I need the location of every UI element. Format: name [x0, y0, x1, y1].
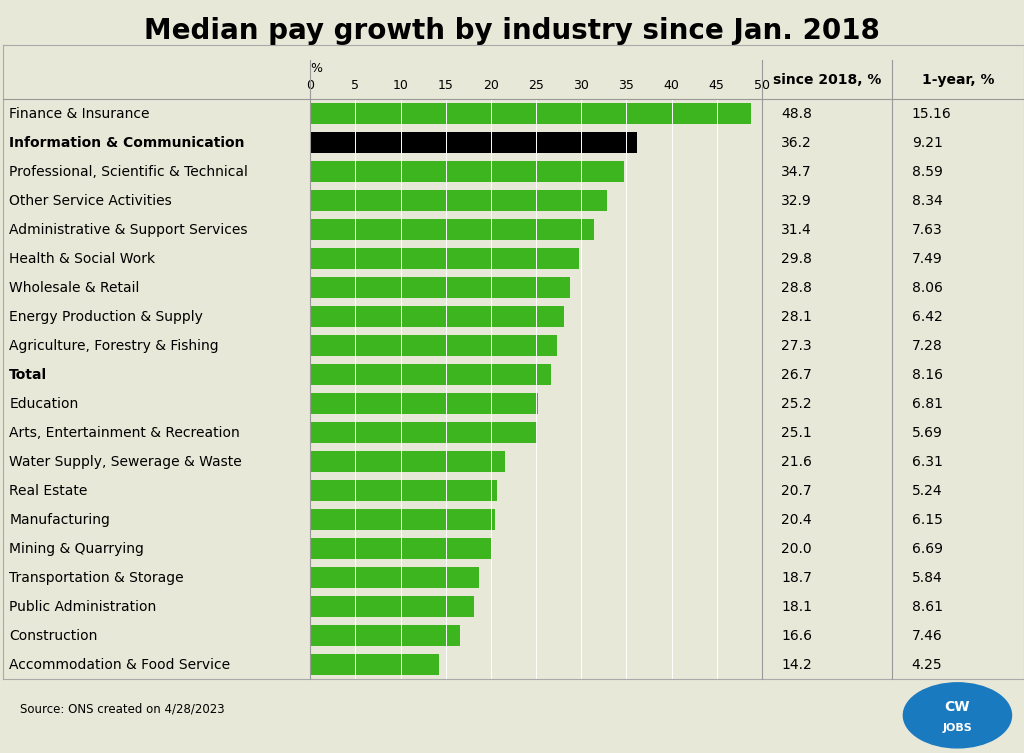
Bar [310, 133, 637, 154]
Bar [310, 596, 474, 617]
Bar [310, 393, 538, 414]
Text: 7.63: 7.63 [911, 223, 942, 237]
Bar [310, 364, 551, 386]
Bar [310, 248, 580, 270]
Bar [310, 422, 537, 444]
Text: 6.81: 6.81 [911, 397, 943, 411]
Text: 15.16: 15.16 [911, 107, 951, 121]
Bar [310, 103, 751, 124]
Text: 29.8: 29.8 [781, 252, 812, 266]
Text: 6.42: 6.42 [911, 309, 942, 324]
Bar [310, 654, 438, 675]
Text: Public Administration: Public Administration [9, 599, 157, 614]
Text: 6.69: 6.69 [911, 541, 943, 556]
Text: 0: 0 [306, 79, 314, 92]
Text: Administrative & Support Services: Administrative & Support Services [9, 223, 248, 237]
Text: Agriculture, Forestry & Fishing: Agriculture, Forestry & Fishing [9, 339, 219, 353]
Text: 5.84: 5.84 [911, 571, 942, 585]
Bar [310, 306, 564, 328]
Text: Health & Social Work: Health & Social Work [9, 252, 156, 266]
Text: 28.8: 28.8 [781, 281, 812, 295]
Text: 20.4: 20.4 [781, 513, 812, 527]
Text: 40: 40 [664, 79, 680, 92]
Text: 9.21: 9.21 [911, 136, 943, 150]
Text: CW: CW [945, 700, 970, 714]
Text: since 2018, %: since 2018, % [773, 73, 881, 87]
Text: 32.9: 32.9 [781, 194, 812, 208]
Text: 20.7: 20.7 [781, 483, 812, 498]
Text: JOBS: JOBS [942, 723, 973, 733]
Text: 45: 45 [709, 79, 725, 92]
Text: 25.1: 25.1 [781, 425, 812, 440]
Text: Total: Total [9, 367, 47, 382]
Text: Manufacturing: Manufacturing [9, 513, 111, 527]
Text: 25: 25 [528, 79, 544, 92]
Text: 34.7: 34.7 [781, 165, 812, 179]
Text: 25.2: 25.2 [781, 397, 812, 411]
Bar [310, 219, 594, 240]
Text: 48.8: 48.8 [781, 107, 812, 121]
Text: 7.46: 7.46 [911, 629, 942, 643]
Text: Median pay growth by industry since Jan. 2018: Median pay growth by industry since Jan.… [144, 17, 880, 45]
Bar [310, 191, 607, 212]
Text: 20: 20 [483, 79, 499, 92]
Text: 8.34: 8.34 [911, 194, 942, 208]
Text: Education: Education [9, 397, 79, 411]
Text: 7.28: 7.28 [911, 339, 942, 353]
Text: Information & Communication: Information & Communication [9, 136, 245, 150]
Bar [310, 277, 570, 298]
Bar [310, 335, 557, 356]
Text: Construction: Construction [9, 629, 97, 643]
Text: 8.59: 8.59 [911, 165, 943, 179]
Text: 5.69: 5.69 [911, 425, 943, 440]
Text: Wholesale & Retail: Wholesale & Retail [9, 281, 139, 295]
Text: 28.1: 28.1 [781, 309, 812, 324]
Text: 10: 10 [392, 79, 409, 92]
Text: 31.4: 31.4 [781, 223, 812, 237]
Text: 26.7: 26.7 [781, 367, 812, 382]
Text: 15: 15 [438, 79, 454, 92]
Text: %: % [310, 62, 323, 75]
Text: 8.16: 8.16 [911, 367, 943, 382]
Text: Finance & Insurance: Finance & Insurance [9, 107, 150, 121]
Bar [310, 161, 624, 182]
Text: 18.7: 18.7 [781, 571, 812, 585]
Text: 5.24: 5.24 [911, 483, 942, 498]
Text: 1-year, %: 1-year, % [922, 73, 994, 87]
Circle shape [903, 683, 1012, 748]
Text: 50: 50 [754, 79, 770, 92]
Text: 8.61: 8.61 [911, 599, 943, 614]
Text: 5: 5 [351, 79, 359, 92]
Text: 8.06: 8.06 [911, 281, 943, 295]
Text: Real Estate: Real Estate [9, 483, 88, 498]
Bar [310, 509, 495, 530]
Text: 30: 30 [573, 79, 589, 92]
Text: Transportation & Storage: Transportation & Storage [9, 571, 184, 585]
Text: 14.2: 14.2 [781, 657, 812, 672]
Bar [310, 567, 479, 588]
Text: 6.15: 6.15 [911, 513, 943, 527]
Text: Arts, Entertainment & Recreation: Arts, Entertainment & Recreation [9, 425, 240, 440]
Text: 7.49: 7.49 [911, 252, 942, 266]
Text: 20.0: 20.0 [781, 541, 812, 556]
Text: Mining & Quarrying: Mining & Quarrying [9, 541, 144, 556]
Text: 16.6: 16.6 [781, 629, 812, 643]
Text: 36.2: 36.2 [781, 136, 812, 150]
Bar [310, 625, 460, 646]
Text: Accommodation & Food Service: Accommodation & Food Service [9, 657, 230, 672]
Text: 4.25: 4.25 [911, 657, 942, 672]
Text: 35: 35 [618, 79, 634, 92]
Text: Professional, Scientific & Technical: Professional, Scientific & Technical [9, 165, 248, 179]
Text: Water Supply, Sewerage & Waste: Water Supply, Sewerage & Waste [9, 455, 242, 469]
Text: 6.31: 6.31 [911, 455, 943, 469]
Text: 21.6: 21.6 [781, 455, 812, 469]
Bar [310, 451, 506, 472]
Text: Energy Production & Supply: Energy Production & Supply [9, 309, 203, 324]
Text: Source: ONS created on 4/28/2023: Source: ONS created on 4/28/2023 [20, 703, 225, 715]
Text: Other Service Activities: Other Service Activities [9, 194, 172, 208]
Bar [310, 480, 498, 501]
Bar [310, 538, 490, 559]
Text: 18.1: 18.1 [781, 599, 812, 614]
Text: 27.3: 27.3 [781, 339, 812, 353]
